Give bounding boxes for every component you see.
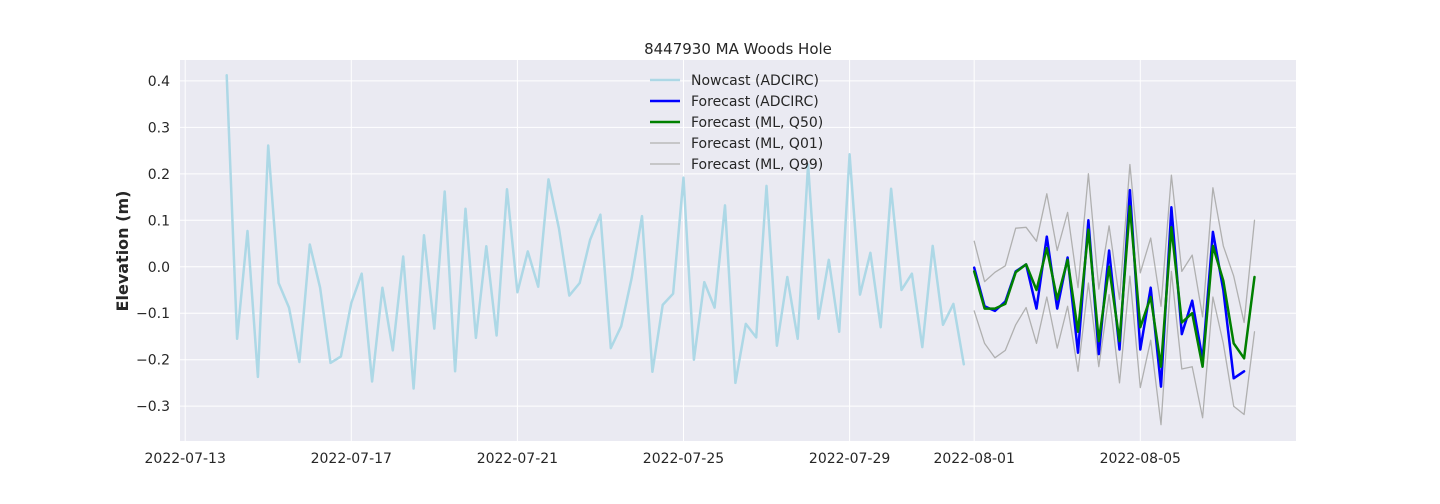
y-tick-label: 0.3 bbox=[148, 120, 170, 136]
series-line-2 bbox=[972, 205, 1256, 368]
y-tick-label: 0.2 bbox=[148, 167, 170, 183]
x-tick-label: 2022-07-25 bbox=[643, 451, 724, 467]
y-tick-label: 0.0 bbox=[148, 260, 170, 276]
y-tick-label: 0.1 bbox=[148, 213, 170, 229]
legend-label: Forecast (ML, Q99) bbox=[691, 157, 823, 173]
x-tick-label: 2022-08-01 bbox=[933, 451, 1014, 467]
chart-title: 8447930 MA Woods Hole bbox=[644, 40, 832, 58]
x-tick-label: 2022-07-21 bbox=[477, 451, 558, 467]
y-tick-label: −0.1 bbox=[136, 306, 170, 322]
series-line-4 bbox=[973, 163, 1256, 324]
x-tick-label: 2022-07-29 bbox=[809, 451, 890, 467]
legend-label: Forecast (ADCIRC) bbox=[691, 94, 819, 110]
x-tick-label: 2022-08-05 bbox=[1100, 451, 1181, 467]
x-tick-label: 2022-07-17 bbox=[311, 451, 392, 467]
legend-label: Forecast (ML, Q01) bbox=[691, 136, 823, 152]
series-line-0 bbox=[225, 74, 966, 390]
series-line-3 bbox=[973, 270, 1256, 426]
grid bbox=[180, 60, 1296, 441]
y-axis-label: Elevation (m) bbox=[113, 191, 132, 312]
y-tick-label: −0.3 bbox=[136, 399, 170, 415]
y-tick-label: 0.4 bbox=[148, 74, 170, 90]
legend-label: Nowcast (ADCIRC) bbox=[691, 73, 819, 89]
series-lines bbox=[225, 74, 1256, 426]
legend-label: Forecast (ML, Q50) bbox=[691, 115, 823, 131]
y-tick-labels: 0.4 0.3 0.2 0.1 0.0 −0.1 −0.2 −0.3 bbox=[136, 74, 170, 415]
legend: Nowcast (ADCIRC) Forecast (ADCIRC) Forecas… bbox=[650, 73, 823, 173]
x-tick-labels: 2022-07-13 2022-07-17 2022-07-21 2022-07-25… bbox=[145, 451, 1181, 467]
y-tick-label: −0.2 bbox=[136, 353, 170, 369]
x-tick-label: 2022-07-13 bbox=[145, 451, 226, 467]
